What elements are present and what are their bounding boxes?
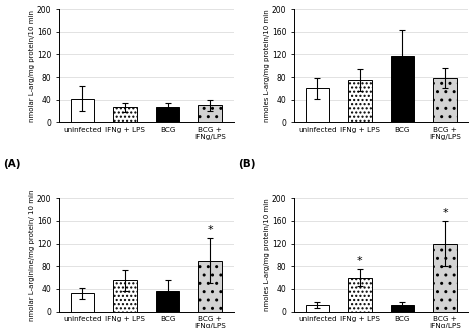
Bar bbox=[348, 277, 372, 312]
Bar bbox=[71, 294, 94, 312]
Bar bbox=[433, 244, 457, 312]
Y-axis label: nmoles L-arg/mg protein/10 min: nmoles L-arg/mg protein/10 min bbox=[264, 198, 270, 311]
Y-axis label: nmolar L-arg/mg protein/10 min: nmolar L-arg/mg protein/10 min bbox=[29, 10, 36, 122]
Text: (A): (A) bbox=[3, 159, 21, 169]
Y-axis label: nmoles L-arg/mg protein/10 min: nmoles L-arg/mg protein/10 min bbox=[264, 9, 270, 122]
Bar bbox=[199, 105, 222, 122]
Text: *: * bbox=[357, 256, 363, 266]
Bar bbox=[199, 261, 222, 312]
Bar bbox=[306, 305, 329, 312]
Bar bbox=[71, 99, 94, 122]
Y-axis label: nmolar L-arginine/mg protein/ 10 min: nmolar L-arginine/mg protein/ 10 min bbox=[29, 189, 36, 321]
Text: (B): (B) bbox=[238, 159, 255, 169]
Bar bbox=[433, 78, 457, 122]
Bar bbox=[156, 291, 179, 312]
Bar bbox=[113, 280, 137, 312]
Bar bbox=[113, 107, 137, 122]
Text: *: * bbox=[207, 225, 213, 235]
Bar bbox=[348, 80, 372, 122]
Bar bbox=[306, 88, 329, 122]
Text: *: * bbox=[442, 208, 448, 218]
Bar bbox=[156, 107, 179, 122]
Bar bbox=[391, 55, 414, 122]
Bar bbox=[391, 305, 414, 312]
